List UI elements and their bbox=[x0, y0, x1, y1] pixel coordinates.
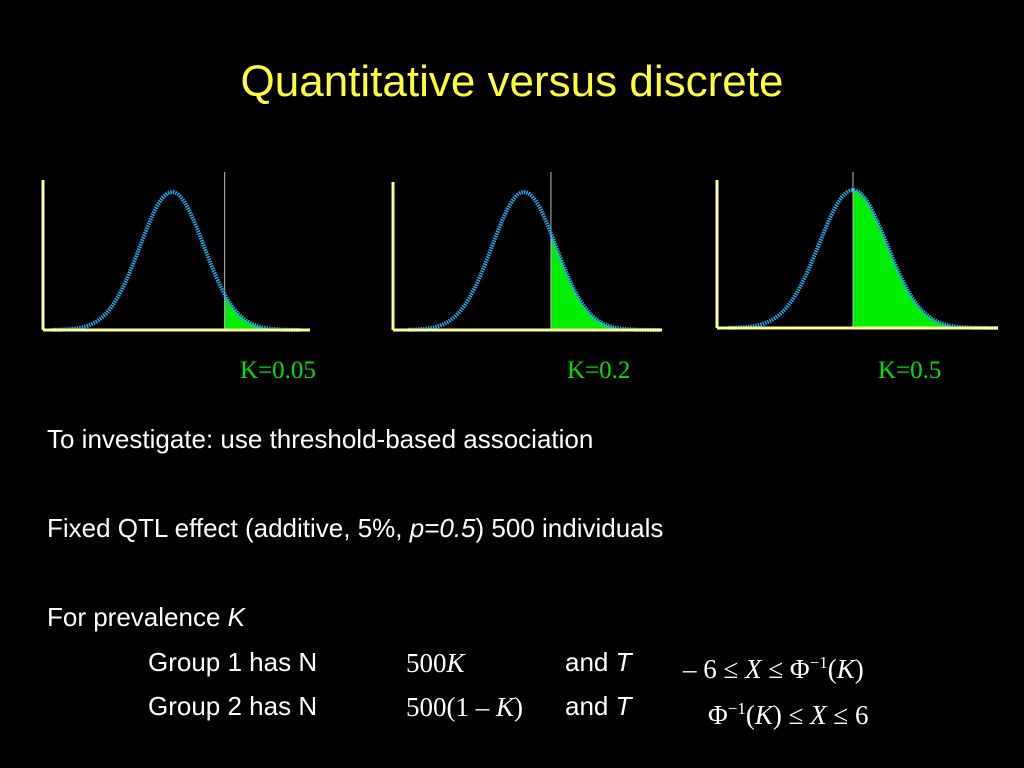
group2-t: T bbox=[615, 691, 632, 721]
group2-t-mid: ) ≤ bbox=[772, 700, 811, 730]
group2-t-formula: Φ−1(K) ≤ X ≤ 6 bbox=[708, 693, 869, 731]
k-label-02: K=0.2 bbox=[567, 357, 631, 384]
normal-curve bbox=[728, 188, 998, 330]
group2-t-open: ( bbox=[745, 700, 755, 730]
slide-title: Quantitative versus discrete bbox=[240, 57, 784, 106]
group2-t-x: X bbox=[810, 700, 827, 730]
group1-and: and T bbox=[565, 646, 632, 678]
group2-t-sup: −1 bbox=[727, 699, 746, 718]
normal-curve bbox=[51, 189, 301, 332]
group2-t-k: K bbox=[754, 700, 773, 730]
k-label-05: K=0.5 bbox=[878, 357, 942, 384]
group1-t-k: K bbox=[836, 654, 855, 684]
group2-n-var: K bbox=[496, 692, 515, 722]
shaded-tail-area bbox=[853, 190, 998, 328]
group2-and: and T bbox=[565, 690, 632, 722]
body-line-qtl: Fixed QTL effect (additive, 5%, p=0.5) 5… bbox=[47, 512, 663, 544]
group1-n-num: 500 bbox=[406, 648, 447, 678]
group1-t-close: ) bbox=[854, 654, 864, 684]
group1-t-sup: −1 bbox=[809, 653, 828, 672]
plot-k02 bbox=[391, 172, 662, 332]
qtl-text-post: ) 500 individuals bbox=[475, 513, 664, 543]
qtl-p-value: p=0.5 bbox=[409, 513, 476, 543]
group1-t-formula: – 6 ≤ X ≤ Φ−1(K) bbox=[683, 647, 864, 685]
group2-n-pre: 500(1 – bbox=[406, 692, 496, 722]
group1-t-mid: ≤ Φ bbox=[761, 654, 810, 684]
group1-and-text: and bbox=[565, 647, 616, 677]
body-line-investigate: To investigate: use threshold-based asso… bbox=[47, 424, 594, 454]
k-label-005: K=0.05 bbox=[240, 357, 316, 384]
group2-t-phi: Φ bbox=[708, 700, 728, 730]
group1-n-var: K bbox=[446, 648, 465, 678]
group1-label: Group 1 has N bbox=[148, 647, 318, 677]
normal-curve bbox=[408, 189, 660, 332]
body-line-prevalence: For prevalence K bbox=[47, 601, 245, 633]
prevalence-text: For prevalence bbox=[47, 602, 228, 632]
group1-n-formula: 500K bbox=[406, 647, 465, 679]
shaded-tail-area bbox=[550, 233, 660, 330]
group1-t-open: ( bbox=[827, 654, 837, 684]
group2-n-formula: 500(1 – K) bbox=[406, 691, 523, 723]
plot-k005 bbox=[41, 172, 310, 332]
qtl-text-pre: Fixed QTL effect (additive, 5%, bbox=[47, 513, 410, 543]
group2-n-post: ) bbox=[514, 692, 524, 722]
group1-t: T bbox=[615, 647, 632, 677]
prevalence-k: K bbox=[227, 602, 245, 632]
group2-label: Group 2 has N bbox=[148, 691, 318, 721]
group1-t-x: X bbox=[745, 654, 762, 684]
plot-k05 bbox=[715, 172, 998, 330]
group1-t-pre: – 6 ≤ bbox=[683, 654, 746, 684]
group2-and-text: and bbox=[565, 691, 616, 721]
group2-t-post: ≤ 6 bbox=[826, 700, 869, 730]
